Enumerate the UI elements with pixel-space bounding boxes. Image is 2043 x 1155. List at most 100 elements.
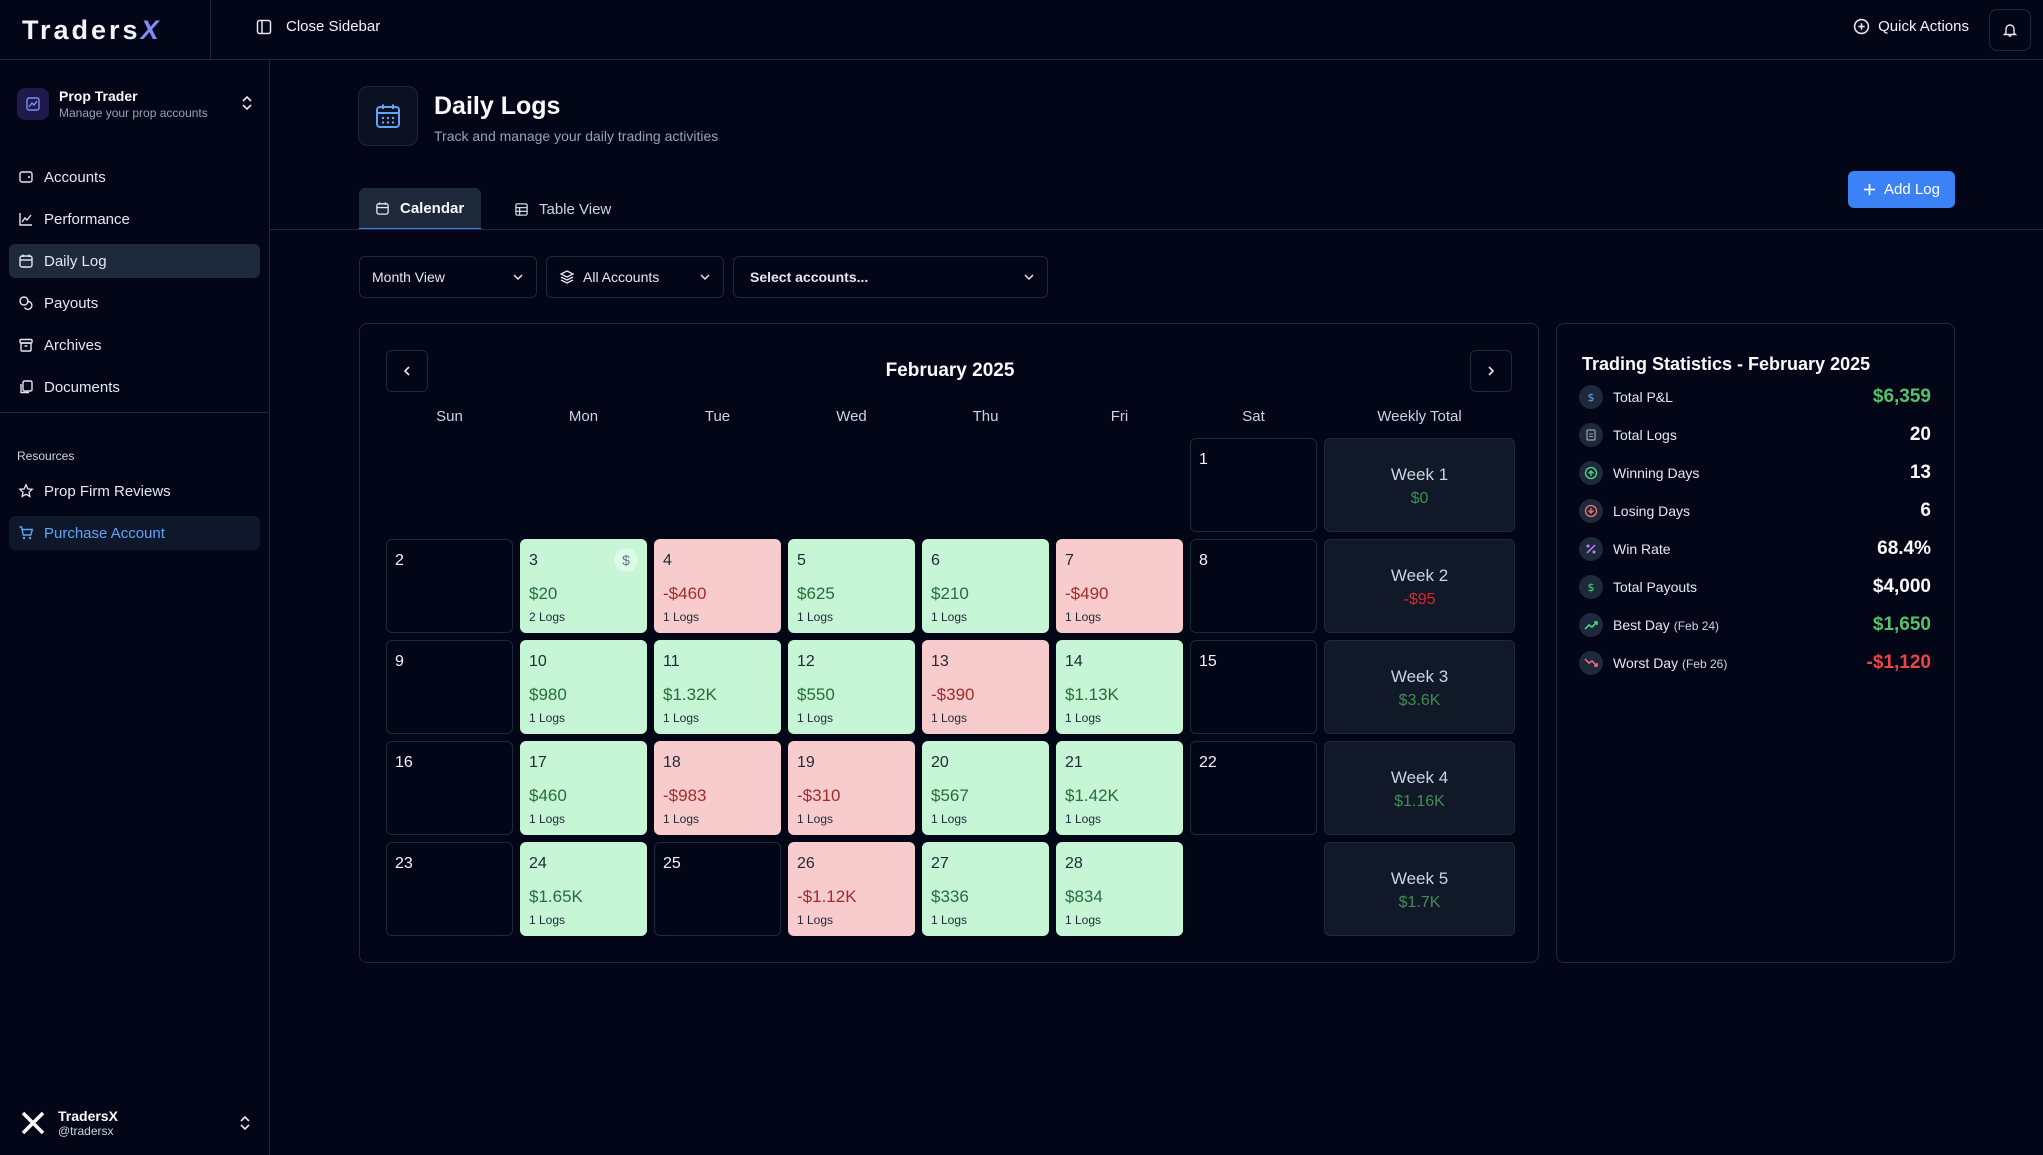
calendar-day-cell[interactable]: 20 $567 1 Logs <box>922 741 1049 835</box>
wallet-icon <box>19 171 33 183</box>
chevron-left-icon <box>403 366 410 376</box>
weekly-total-cell: Week 5 $1.7K <box>1324 842 1515 936</box>
next-month-button[interactable] <box>1470 350 1512 392</box>
stat-label: Best Day (Feb 24) <box>1613 617 1720 633</box>
calendar-day-cell[interactable]: 4 -$460 1 Logs <box>654 539 781 633</box>
day-number: 27 <box>931 855 949 872</box>
weekly-total-cell: Week 1 $0 <box>1324 438 1515 532</box>
calendar-day-cell[interactable]: 17 $460 1 Logs <box>520 741 647 835</box>
bell-icon <box>2002 24 2018 37</box>
calendar-day-cell[interactable]: 9 <box>386 640 513 734</box>
chevron-down-icon <box>1024 274 1034 281</box>
calendar-day-cell[interactable]: 24 $1.65K 1 Logs <box>520 842 647 936</box>
svg-text:$: $ <box>1588 581 1595 594</box>
stat-row: Best Day (Feb 24) $1,650 <box>1579 610 1931 640</box>
prev-month-button[interactable] <box>386 350 428 392</box>
user-name: TradersX <box>58 1108 118 1124</box>
calendar-day-cell[interactable]: 22 <box>1190 741 1317 835</box>
calendar-day-cell[interactable]: 5 $625 1 Logs <box>788 539 915 633</box>
account-switcher[interactable]: Prop Trader Manage your prop accounts <box>17 82 254 126</box>
day-number: 9 <box>395 653 404 670</box>
cart-icon <box>19 526 34 540</box>
weekday-header: Thu <box>972 408 999 425</box>
stat-value: 68.4% <box>1877 538 1931 559</box>
day-number: 17 <box>529 754 547 771</box>
day-log-count: 1 Logs <box>1065 610 1102 624</box>
stat-row: Win Rate 68.4% <box>1579 534 1931 564</box>
weekday-header: Fri <box>1110 408 1129 425</box>
day-pnl: $980 <box>529 685 567 704</box>
sidebar-item-documents[interactable]: Documents <box>9 370 260 404</box>
calendar-day-cell[interactable]: 11 $1.32K 1 Logs <box>654 640 781 734</box>
day-log-count: 1 Logs <box>797 913 834 927</box>
quick-actions-button[interactable]: Quick Actions <box>1853 18 1969 35</box>
sidebar-item-daily-log[interactable]: Daily Log <box>9 244 260 278</box>
weekday-header: Sun <box>436 408 463 425</box>
tab-calendar[interactable]: Calendar <box>359 188 481 230</box>
calendar-day-cell[interactable]: 18 -$983 1 Logs <box>654 741 781 835</box>
calendar-day-cell[interactable]: 13 -$390 1 Logs <box>922 640 1049 734</box>
percent-icon <box>1579 537 1603 561</box>
calendar-day-cell[interactable]: 26 -$1.12K 1 Logs <box>788 842 915 936</box>
stat-row: Losing Days 6 <box>1579 496 1931 526</box>
tab-table-view[interactable]: Table View <box>498 188 627 230</box>
calendar-day-cell[interactable]: 27 $336 1 Logs <box>922 842 1049 936</box>
sidebar-item-accounts[interactable]: Accounts <box>9 160 260 194</box>
stat-label: Total P&L <box>1613 389 1673 405</box>
day-number: 23 <box>395 855 413 872</box>
stat-row: Winning Days 13 <box>1579 458 1931 488</box>
sidebar-item-payouts[interactable]: Payouts <box>9 286 260 320</box>
day-log-count: 1 Logs <box>1065 913 1102 927</box>
sidebar-item-prop-firm-reviews[interactable]: Prop Firm Reviews <box>9 474 260 508</box>
stat-label: Win Rate <box>1613 541 1671 557</box>
calendar-icon <box>19 254 33 268</box>
day-number: 26 <box>797 855 815 872</box>
sidebar-item-purchase-account[interactable]: Purchase Account <box>9 516 260 550</box>
month-title: February 2025 <box>885 360 1015 381</box>
calendar-day-cell[interactable]: 7 -$490 1 Logs <box>1056 539 1183 633</box>
day-pnl: $1.32K <box>663 685 717 704</box>
calendar-day-cell[interactable]: 6 $210 1 Logs <box>922 539 1049 633</box>
calendar-day-cell[interactable]: 21 $1.42K 1 Logs <box>1056 741 1183 835</box>
calendar-day-cell[interactable]: 14 $1.13K 1 Logs <box>1056 640 1183 734</box>
calendar-day-cell[interactable]: 10 $980 1 Logs <box>520 640 647 734</box>
calendar-icon <box>376 201 389 215</box>
sidebar-item-performance[interactable]: Performance <box>9 202 260 236</box>
account-group-select[interactable]: All Accounts <box>546 256 724 298</box>
view-mode-select[interactable]: Month View <box>359 256 537 298</box>
day-pnl: -$310 <box>797 786 841 805</box>
calendar-day-cell[interactable]: 23 <box>386 842 513 936</box>
day-number: 19 <box>797 754 815 771</box>
day-log-count: 1 Logs <box>797 812 834 826</box>
calendar-day-cell[interactable]: 1 <box>1190 438 1317 532</box>
star-icon <box>18 483 34 498</box>
calendar-day-cell[interactable]: 15 <box>1190 640 1317 734</box>
calendar-day-cell[interactable]: 16 <box>386 741 513 835</box>
add-log-button[interactable]: Add Log <box>1848 171 1955 208</box>
calendar-day-cell[interactable]: 28 $834 1 Logs <box>1056 842 1183 936</box>
coins-icon <box>19 296 33 311</box>
calendar-day-cell[interactable]: 12 $550 1 Logs <box>788 640 915 734</box>
sidebar: Prop Trader Manage your prop accounts Ac… <box>0 60 270 1155</box>
chevron-up-down-icon <box>242 95 252 111</box>
account-icon <box>17 88 49 120</box>
day-number: 13 <box>931 653 949 670</box>
day-log-count: 1 Logs <box>663 812 700 826</box>
select-accounts-dropdown[interactable]: Select accounts... <box>733 256 1048 298</box>
close-sidebar-button[interactable]: Close Sidebar <box>256 18 380 35</box>
sidebar-toggle-icon <box>256 19 272 34</box>
calendar-day-cell[interactable]: 25 <box>654 842 781 936</box>
calendar-day-cell[interactable]: 19 -$310 1 Logs <box>788 741 915 835</box>
user-menu[interactable]: TradersX @tradersx <box>20 1103 252 1143</box>
day-number: 14 <box>1065 653 1083 670</box>
stat-value: 6 <box>1920 500 1931 521</box>
table-icon <box>515 202 528 216</box>
day-log-count: 1 Logs <box>529 913 566 927</box>
calendar-day-cell[interactable]: 3 $20 2 Logs $ <box>520 539 647 633</box>
app-logo[interactable]: TradersX <box>22 14 162 45</box>
calendar-day-cell[interactable]: 2 <box>386 539 513 633</box>
day-log-count: 2 Logs <box>529 610 566 624</box>
calendar-day-cell[interactable]: 8 <box>1190 539 1317 633</box>
notifications-button[interactable] <box>1989 9 2031 51</box>
sidebar-item-archives[interactable]: Archives <box>9 328 260 362</box>
